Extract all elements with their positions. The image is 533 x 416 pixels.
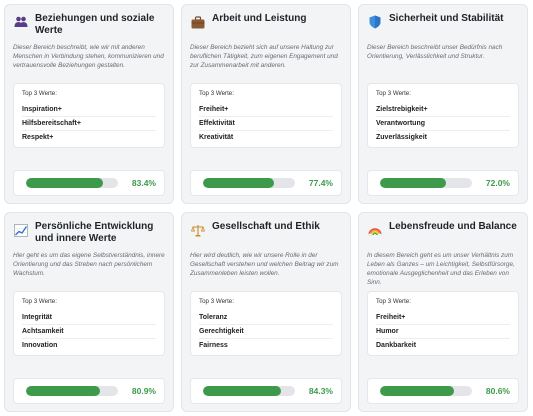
card-header: Sicherheit und Stabilität: [367, 13, 519, 39]
value-card-sicherheit-und-stabilitaet: Sicherheit und Stabilität Dieser Bereich…: [358, 4, 528, 204]
top-values-label: Top 3 Werte:: [22, 298, 57, 305]
rainbow-icon: [367, 222, 383, 238]
people-icon: [13, 14, 29, 30]
progress-fill: [203, 386, 281, 396]
progress-fill: [380, 386, 455, 396]
value-item: Inspiration+: [22, 103, 156, 117]
card-header: Persönliche Entwicklung und innere Werte: [13, 221, 165, 247]
top-values-box: Top 3 Werte: Zielstrebigkeit+ Verantwortu…: [367, 83, 519, 148]
progress-percent: 84.3%: [308, 386, 333, 396]
top-values-label: Top 3 Werte:: [199, 298, 234, 305]
card-title: Beziehungen und soziale Werte: [35, 13, 155, 36]
value-list: Zielstrebigkeit+ Verantwortung Zuverlässig…: [376, 103, 510, 144]
progress-fill: [26, 386, 101, 396]
value-item: Fairness: [199, 342, 228, 349]
top-values-label: Top 3 Werte:: [376, 90, 411, 97]
value-list: Integrität Achtsamkeit Innovation: [22, 311, 156, 352]
value-item: Kreativität: [199, 134, 234, 141]
value-item: Freiheit+: [199, 103, 333, 117]
value-item: Freiheit+: [376, 311, 510, 325]
card-title: Persönliche Entwicklung und innere Werte: [35, 221, 154, 244]
value-item: Gerechtigkeit: [199, 325, 333, 339]
value-list: Toleranz Gerechtigkeit Fairness: [199, 311, 333, 352]
value-item: Innovation: [22, 342, 58, 349]
value-card-gesellschaft-und-ethik: Gesellschaft und Ethik Hier wird deutlic…: [181, 212, 351, 412]
progress-fill: [380, 178, 447, 188]
top-values-label: Top 3 Werte:: [22, 90, 57, 97]
scales-icon: [190, 222, 206, 238]
value-card-arbeit-und-leistung: Arbeit und Leistung Dieser Bereich bezie…: [181, 4, 351, 204]
progress-percent: 72.0%: [485, 178, 510, 188]
card-title: Lebensfreude und Balance: [389, 221, 517, 232]
value-item: Integrität: [22, 311, 156, 325]
value-item: Dankbarkeit: [376, 342, 417, 349]
card-description: Dieser Bereich bezieht sich auf unsere H…: [190, 44, 338, 69]
progress-track: [380, 386, 472, 396]
top-values-box: Top 3 Werte: Integrität Achtsamkeit Innova…: [13, 291, 165, 356]
progress-box: 83.4%: [13, 170, 165, 196]
value-item: Hilfsbereitschaft+: [22, 117, 156, 131]
briefcase-icon: [190, 14, 206, 30]
progress-box: 84.3%: [190, 378, 342, 404]
top-values-box: Top 3 Werte: Inspiration+ Hilfsbereitscha…: [13, 83, 165, 148]
top-values-label: Top 3 Werte:: [376, 298, 411, 305]
top-values-box: Top 3 Werte: Toleranz Gerechtigkeit Fairne…: [190, 291, 342, 356]
card-header: Beziehungen und soziale Werte: [13, 13, 165, 39]
value-list: Freiheit+ Humor Dankbarkeit: [376, 311, 510, 352]
card-description: Hier wird deutlich, wie wir unsere Rolle…: [190, 252, 339, 277]
progress-percent: 80.6%: [485, 386, 510, 396]
shield-icon: [367, 14, 383, 30]
progress-box: 80.9%: [13, 378, 165, 404]
card-description: Dieser Bereich beschreibt unser Bedürfni…: [367, 44, 503, 60]
value-item: Effektivität: [199, 117, 333, 131]
value-list: Freiheit+ Effektivität Kreativität: [199, 103, 333, 144]
chart-trend-icon: [13, 222, 29, 238]
value-list: Inspiration+ Hilfsbereitschaft+ Respekt+: [22, 103, 156, 144]
top-values-label: Top 3 Werte:: [199, 90, 234, 97]
card-title: Gesellschaft und Ethik: [212, 221, 320, 232]
progress-track: [380, 178, 472, 188]
progress-fill: [203, 178, 275, 188]
card-title: Arbeit und Leistung: [212, 13, 307, 24]
value-card-persoenliche-entwicklung-und-innere-werte: Persönliche Entwicklung und innere Werte…: [4, 212, 174, 412]
progress-fill: [26, 178, 103, 188]
progress-percent: 83.4%: [131, 178, 156, 188]
top-values-box: Top 3 Werte: Freiheit+ Effektivität Kreati…: [190, 83, 342, 148]
card-header: Lebensfreude und Balance: [367, 221, 519, 247]
value-item: Respekt+: [22, 134, 54, 141]
value-card-lebensfreude-und-balance: Lebensfreude und Balance In diesem Berei…: [358, 212, 528, 412]
card-header: Gesellschaft und Ethik: [190, 221, 342, 247]
progress-box: 80.6%: [367, 378, 519, 404]
card-description: Hier geht es um das eigene Selbstverstän…: [13, 252, 165, 277]
value-item: Verantwortung: [376, 117, 510, 131]
card-description: Dieser Bereich beschreibt, wie wir mit a…: [13, 44, 164, 69]
progress-box: 77.4%: [190, 170, 342, 196]
progress-track: [203, 386, 295, 396]
value-item: Zuverlässigkeit: [376, 134, 427, 141]
value-cards-grid: Beziehungen und soziale Werte Dieser Ber…: [4, 4, 529, 412]
card-title: Sicherheit und Stabilität: [389, 13, 504, 24]
progress-percent: 80.9%: [131, 386, 156, 396]
value-card-beziehungen-und-soziale-werte: Beziehungen und soziale Werte Dieser Ber…: [4, 4, 174, 204]
value-item: Zielstrebigkeit+: [376, 103, 510, 117]
card-header: Arbeit und Leistung: [190, 13, 342, 39]
value-item: Toleranz: [199, 311, 333, 325]
value-item: Humor: [376, 325, 510, 339]
progress-track: [203, 178, 295, 188]
progress-percent: 77.4%: [308, 178, 333, 188]
progress-box: 72.0%: [367, 170, 519, 196]
progress-track: [26, 386, 118, 396]
progress-track: [26, 178, 118, 188]
value-item: Achtsamkeit: [22, 325, 156, 339]
card-description: In diesem Bereich geht es um unser Verhä…: [367, 252, 515, 286]
top-values-box: Top 3 Werte: Freiheit+ Humor Dankbarkeit: [367, 291, 519, 356]
